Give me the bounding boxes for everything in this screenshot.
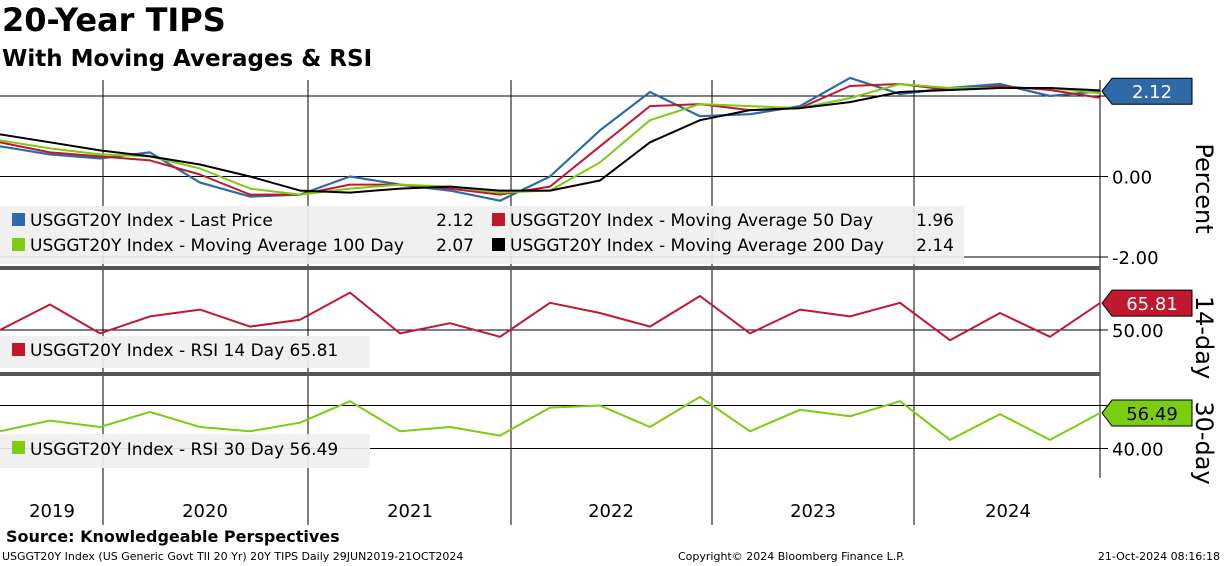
rsi30-legend-label: USGGT20Y Index - RSI 30 Day 56.49 — [30, 440, 338, 460]
legend-value-0: 2.12 — [436, 211, 474, 231]
source-note: Source: Knowledgeable Perspectives — [6, 527, 340, 546]
price-legend-box — [0, 206, 964, 264]
timestamp: 21-Oct-2024 08:16:18 — [1097, 550, 1220, 563]
rsi30-legend-swatch — [12, 441, 25, 454]
legend-swatch-2 — [12, 238, 25, 251]
x-tick-label-2: 2021 — [387, 501, 433, 522]
y-axis-label-2: 30-day — [1190, 401, 1218, 484]
value-badge-text-1-0: 65.81 — [1126, 294, 1178, 315]
security-description: USGGT20Y Index (US Generic Govt TII 20 Y… — [2, 550, 464, 563]
legend-value-1: 1.96 — [916, 211, 954, 231]
y-axis-label-0: Percent — [1190, 143, 1218, 233]
panel-separator-2 — [0, 372, 1100, 376]
legend-label-2: USGGT20Y Index - Moving Average 100 Day — [30, 236, 404, 256]
legend-swatch-0 — [12, 213, 25, 226]
value-badge-1-0 — [1101, 289, 1193, 317]
chart-title: 20-Year TIPS — [2, 1, 226, 39]
x-tick-label-5: 2024 — [985, 501, 1031, 522]
x-tick-label-1: 2020 — [182, 501, 228, 522]
legend-label-0: USGGT20Y Index - Last Price — [30, 211, 273, 231]
y-tick-label-0-0: 0.00 — [1112, 168, 1152, 189]
rsi30-legend-box — [0, 434, 370, 468]
series-line-0-3 — [0, 87, 1101, 194]
legend-swatch-3 — [492, 238, 505, 251]
legend-value-2: 2.07 — [436, 236, 474, 256]
copyright-note: Copyright© 2024 Bloomberg Finance L.P. — [678, 550, 905, 563]
chart-subtitle: With Moving Averages & RSI — [2, 46, 373, 72]
y-tick-label-0-1: -2.00 — [1112, 248, 1159, 269]
value-badge-text-0-0: 2.12 — [1132, 82, 1172, 103]
y-tick-label-1-0: 50.00 — [1112, 321, 1164, 342]
series-line-1-0 — [0, 291, 1101, 342]
series-line-0-1 — [0, 83, 1101, 196]
value-badge-2-0 — [1101, 399, 1193, 427]
series-line-0-2 — [0, 83, 1101, 196]
x-tick-label-3: 2022 — [588, 501, 634, 522]
rsi14-legend-label: USGGT20Y Index - RSI 14 Day 65.81 — [30, 341, 338, 361]
series-line-2-0 — [0, 395, 1101, 441]
x-tick-label-0: 2019 — [29, 501, 75, 522]
x-tick-label-4: 2023 — [790, 501, 836, 522]
legend-label-3: USGGT20Y Index - Moving Average 200 Day — [510, 236, 884, 256]
legend-label-1: USGGT20Y Index - Moving Average 50 Day — [510, 211, 873, 231]
value-badge-text-2-0: 56.49 — [1126, 404, 1178, 425]
rsi14-legend-box — [0, 336, 370, 368]
legend-value-3: 2.14 — [916, 236, 954, 256]
y-axis-label-1: 14-day — [1190, 296, 1218, 379]
value-badge-0-0 — [1101, 77, 1193, 105]
legend-swatch-1 — [492, 213, 505, 226]
panel-separator-1 — [0, 266, 1100, 270]
y-tick-label-2-0: 40.00 — [1112, 440, 1164, 461]
rsi14-legend-swatch — [12, 343, 25, 356]
